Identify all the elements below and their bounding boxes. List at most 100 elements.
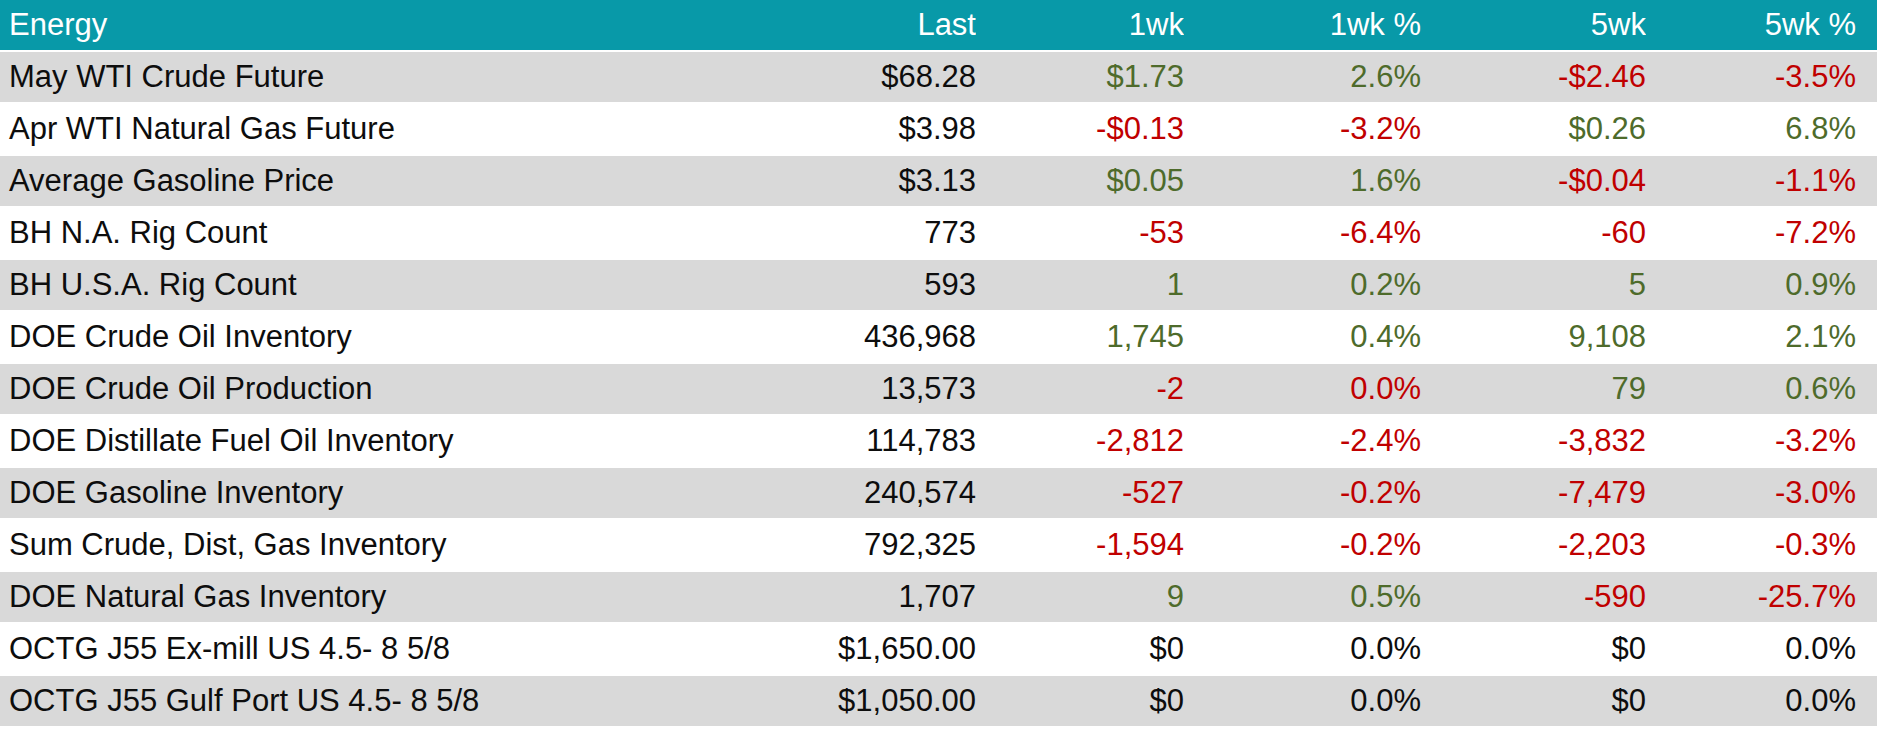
cell-5wk-percent: 0.0% — [1646, 676, 1877, 728]
table-row: BH U.S.A. Rig Count 593 1 0.2% 5 0.9% — [0, 260, 1877, 312]
cell-5wk-change: -60 — [1421, 208, 1646, 260]
cell-1wk-percent: 1.6% — [1184, 156, 1421, 208]
energy-market-table: Energy Last 1wk 1wk % 5wk 5wk % May WTI … — [0, 0, 1877, 728]
cell-5wk-change: -$2.46 — [1421, 52, 1646, 104]
row-label: OCTG J55 Ex-mill US 4.5- 8 5/8 — [0, 624, 770, 676]
col-header-5wk-pct: 5wk % — [1646, 0, 1877, 52]
cell-1wk-percent: -2.4% — [1184, 416, 1421, 468]
cell-last: 773 — [770, 208, 976, 260]
col-header-1wk: 1wk — [976, 0, 1184, 52]
cell-1wk-change: $0 — [976, 676, 1184, 728]
cell-5wk-change: -7,479 — [1421, 468, 1646, 520]
cell-1wk-percent: 2.6% — [1184, 52, 1421, 104]
col-header-5wk: 5wk — [1421, 0, 1646, 52]
cell-5wk-change: -$0.04 — [1421, 156, 1646, 208]
cell-5wk-percent: 0.6% — [1646, 364, 1877, 416]
cell-last: 792,325 — [770, 520, 976, 572]
table-row: BH N.A. Rig Count 773 -53 -6.4% -60 -7.2… — [0, 208, 1877, 260]
cell-1wk-change: -53 — [976, 208, 1184, 260]
row-label: Apr WTI Natural Gas Future — [0, 104, 770, 156]
cell-1wk-change: -2,812 — [976, 416, 1184, 468]
row-label: BH U.S.A. Rig Count — [0, 260, 770, 312]
table-row: Average Gasoline Price $3.13 $0.05 1.6% … — [0, 156, 1877, 208]
cell-1wk-percent: 0.0% — [1184, 364, 1421, 416]
cell-5wk-percent: -3.5% — [1646, 52, 1877, 104]
row-label: DOE Crude Oil Production — [0, 364, 770, 416]
cell-5wk-change: 9,108 — [1421, 312, 1646, 364]
cell-5wk-percent: -25.7% — [1646, 572, 1877, 624]
cell-5wk-percent: 0.9% — [1646, 260, 1877, 312]
table-row: OCTG J55 Gulf Port US 4.5- 8 5/8 $1,050.… — [0, 676, 1877, 728]
cell-1wk-change: -$0.13 — [976, 104, 1184, 156]
table-body: May WTI Crude Future $68.28 $1.73 2.6% -… — [0, 52, 1877, 728]
cell-1wk-percent: 0.0% — [1184, 624, 1421, 676]
cell-1wk-change: -2 — [976, 364, 1184, 416]
cell-1wk-percent: 0.4% — [1184, 312, 1421, 364]
cell-1wk-change: $1.73 — [976, 52, 1184, 104]
row-label: May WTI Crude Future — [0, 52, 770, 104]
row-label: OCTG J55 Gulf Port US 4.5- 8 5/8 — [0, 676, 770, 728]
col-header-1wk-pct: 1wk % — [1184, 0, 1421, 52]
col-header-energy: Energy — [0, 0, 770, 52]
row-label: Sum Crude, Dist, Gas Inventory — [0, 520, 770, 572]
row-label: DOE Crude Oil Inventory — [0, 312, 770, 364]
cell-1wk-percent: -0.2% — [1184, 468, 1421, 520]
cell-5wk-percent: -0.3% — [1646, 520, 1877, 572]
cell-1wk-percent: 0.5% — [1184, 572, 1421, 624]
cell-5wk-percent: -1.1% — [1646, 156, 1877, 208]
cell-last: $68.28 — [770, 52, 976, 104]
table-row: DOE Crude Oil Inventory 436,968 1,745 0.… — [0, 312, 1877, 364]
row-label: DOE Gasoline Inventory — [0, 468, 770, 520]
cell-last: 13,573 — [770, 364, 976, 416]
table-row: DOE Natural Gas Inventory 1,707 9 0.5% -… — [0, 572, 1877, 624]
cell-5wk-percent: -3.0% — [1646, 468, 1877, 520]
cell-5wk-change: -3,832 — [1421, 416, 1646, 468]
table-header-row: Energy Last 1wk 1wk % 5wk 5wk % — [0, 0, 1877, 52]
row-label: DOE Distillate Fuel Oil Inventory — [0, 416, 770, 468]
cell-1wk-change: -527 — [976, 468, 1184, 520]
cell-last: $1,050.00 — [770, 676, 976, 728]
table-row: OCTG J55 Ex-mill US 4.5- 8 5/8 $1,650.00… — [0, 624, 1877, 676]
cell-1wk-change: 9 — [976, 572, 1184, 624]
table-row: May WTI Crude Future $68.28 $1.73 2.6% -… — [0, 52, 1877, 104]
cell-5wk-percent: -3.2% — [1646, 416, 1877, 468]
table-row: Sum Crude, Dist, Gas Inventory 792,325 -… — [0, 520, 1877, 572]
cell-last: 436,968 — [770, 312, 976, 364]
cell-5wk-change: $0.26 — [1421, 104, 1646, 156]
cell-1wk-percent: 0.0% — [1184, 676, 1421, 728]
cell-1wk-change: -1,594 — [976, 520, 1184, 572]
cell-last: 593 — [770, 260, 976, 312]
cell-5wk-change: 5 — [1421, 260, 1646, 312]
cell-5wk-change: -2,203 — [1421, 520, 1646, 572]
cell-1wk-change: 1,745 — [976, 312, 1184, 364]
cell-5wk-change: $0 — [1421, 676, 1646, 728]
cell-last: $3.13 — [770, 156, 976, 208]
cell-last: 1,707 — [770, 572, 976, 624]
cell-5wk-percent: 0.0% — [1646, 624, 1877, 676]
cell-5wk-percent: 6.8% — [1646, 104, 1877, 156]
row-label: DOE Natural Gas Inventory — [0, 572, 770, 624]
cell-5wk-percent: -7.2% — [1646, 208, 1877, 260]
cell-1wk-change: $0.05 — [976, 156, 1184, 208]
table-row: Apr WTI Natural Gas Future $3.98 -$0.13 … — [0, 104, 1877, 156]
cell-last: 240,574 — [770, 468, 976, 520]
row-label: BH N.A. Rig Count — [0, 208, 770, 260]
row-label: Average Gasoline Price — [0, 156, 770, 208]
cell-last: $1,650.00 — [770, 624, 976, 676]
table-row: DOE Crude Oil Production 13,573 -2 0.0% … — [0, 364, 1877, 416]
cell-5wk-change: 79 — [1421, 364, 1646, 416]
table-row: DOE Gasoline Inventory 240,574 -527 -0.2… — [0, 468, 1877, 520]
cell-last: 114,783 — [770, 416, 976, 468]
cell-1wk-percent: -3.2% — [1184, 104, 1421, 156]
table-row: DOE Distillate Fuel Oil Inventory 114,78… — [0, 416, 1877, 468]
cell-5wk-change: $0 — [1421, 624, 1646, 676]
cell-5wk-percent: 2.1% — [1646, 312, 1877, 364]
cell-1wk-percent: -6.4% — [1184, 208, 1421, 260]
cell-1wk-percent: 0.2% — [1184, 260, 1421, 312]
cell-5wk-change: -590 — [1421, 572, 1646, 624]
cell-1wk-change: 1 — [976, 260, 1184, 312]
cell-last: $3.98 — [770, 104, 976, 156]
cell-1wk-percent: -0.2% — [1184, 520, 1421, 572]
col-header-last: Last — [770, 0, 976, 52]
cell-1wk-change: $0 — [976, 624, 1184, 676]
